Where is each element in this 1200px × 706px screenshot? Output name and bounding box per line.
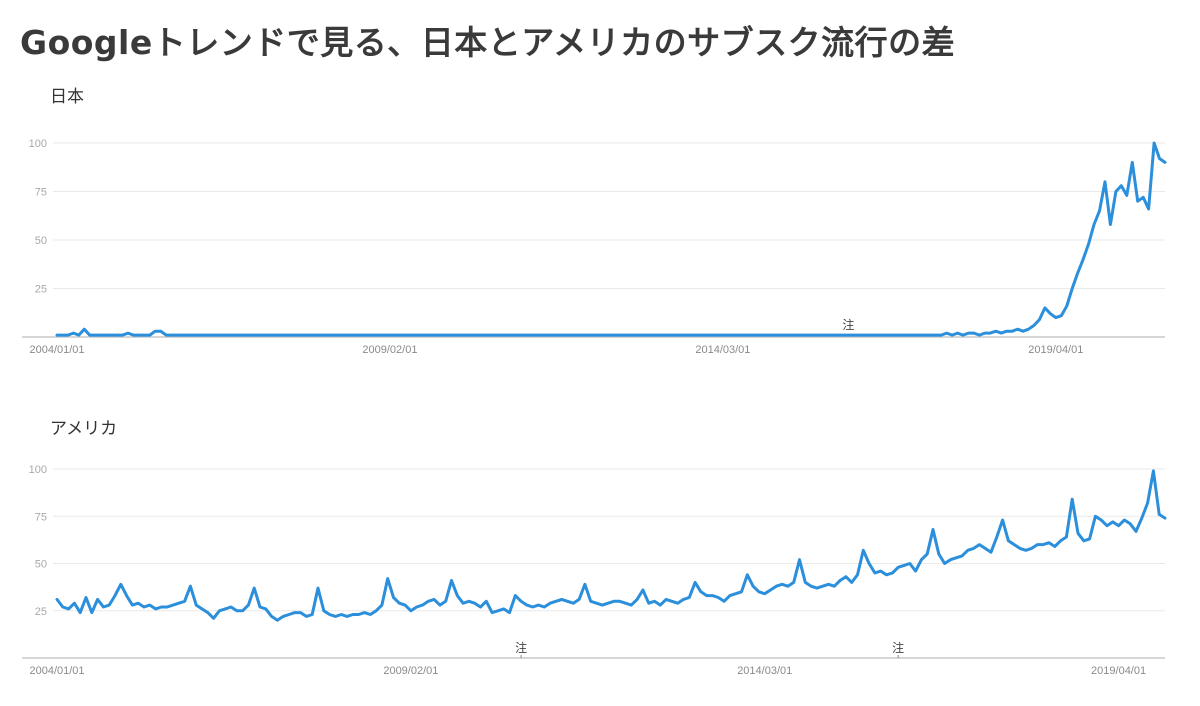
x-tick-label: 2019/04/01 <box>1091 665 1146 677</box>
y-tick-label: 50 <box>35 559 47 571</box>
japan-trend-chart: 25 50 75 100 2004/01/01 2009/02/01 2014/03/01 2… <box>22 138 1167 356</box>
x-tick-label: 2009/02/01 <box>362 344 417 356</box>
x-tick-label: 2009/02/01 <box>383 665 438 677</box>
y-tick-label: 50 <box>35 235 47 247</box>
x-tick-label: 2014/03/01 <box>737 665 792 677</box>
y-tick-label: 25 <box>35 284 47 296</box>
annotation-marker: 注 <box>842 317 854 332</box>
series-line <box>55 469 1167 622</box>
y-tick-label: 75 <box>35 511 47 523</box>
x-tick-label: 2019/04/01 <box>1028 344 1083 356</box>
page-title: Googleトレンドで見る、日本とアメリカのサブスク流行の差 <box>20 23 956 62</box>
usa-trend-chart: 25 50 75 100 2004/01/01 2009/02/01 2014/03/01 2… <box>22 464 1167 677</box>
series-line <box>55 141 1167 337</box>
x-tick-label: 2004/01/01 <box>29 665 84 677</box>
y-tick-label: 100 <box>29 138 47 150</box>
y-tick-label: 25 <box>35 606 47 618</box>
usa-panel-label: アメリカ <box>50 419 118 439</box>
japan-panel-label: 日本 <box>50 87 84 107</box>
x-tick-label: 2014/03/01 <box>695 344 750 356</box>
y-tick-label: 75 <box>35 187 47 199</box>
x-tick-label: 2004/01/01 <box>29 344 84 356</box>
annotation-marker: 注 <box>515 640 527 655</box>
y-tick-label: 100 <box>29 464 47 476</box>
annotation-marker: 注 <box>892 640 904 655</box>
